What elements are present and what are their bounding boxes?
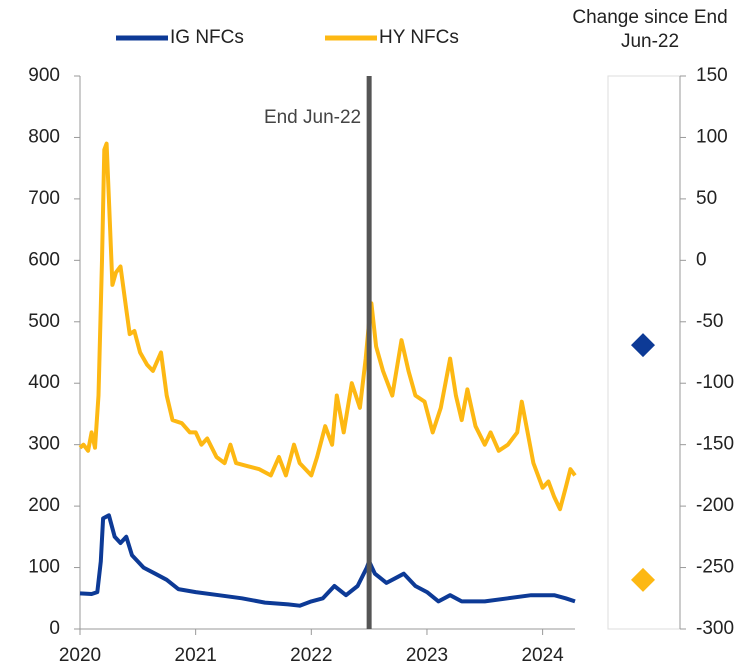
x-tick-label: 2021 [175, 645, 217, 666]
annotation-label: End Jun-22 [264, 107, 361, 128]
y-tick-label: 100 [28, 557, 60, 578]
y-tick-label: 0 [696, 249, 707, 270]
y-tick-label: 0 [49, 618, 60, 639]
y-tick-label: 100 [696, 126, 728, 147]
series-line [78, 141, 577, 512]
legend-label: HY NFCs [379, 27, 459, 48]
legend-label: IG NFCs [170, 27, 244, 48]
y-tick-label: -300 [696, 618, 734, 639]
y-tick-label: -50 [696, 311, 723, 332]
y-tick-label: 600 [28, 249, 60, 270]
y-tick-label: 50 [696, 188, 717, 209]
y-tick-label: 900 [28, 65, 60, 86]
diamond-marker [631, 567, 655, 592]
y-tick-label: 150 [696, 65, 728, 86]
x-tick-label: 2022 [290, 645, 332, 666]
series-line [79, 513, 576, 608]
y-tick-label: -100 [696, 372, 734, 393]
y-tick-label: 300 [28, 434, 60, 455]
panel-title: Change since End Jun-22 [572, 7, 728, 52]
y-tick-label: -200 [696, 495, 734, 516]
y-tick-label: 500 [28, 311, 60, 332]
y-tick-label: -150 [696, 434, 734, 455]
x-tick-label: 2020 [59, 645, 101, 666]
y-tick-label: 400 [28, 372, 60, 393]
x-tick-label: 2023 [406, 645, 448, 666]
y-tick-label: 800 [28, 126, 60, 147]
y-tick-label: 700 [28, 188, 60, 209]
y-tick-label: -250 [696, 557, 734, 578]
y-tick-label: 200 [28, 495, 60, 516]
x-tick-label: 2024 [521, 645, 564, 666]
diamond-marker [631, 333, 655, 358]
